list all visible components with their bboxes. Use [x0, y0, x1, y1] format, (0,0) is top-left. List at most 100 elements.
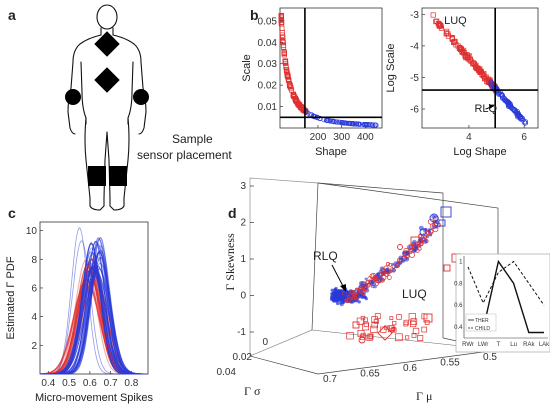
caption-line-1: Sample — [172, 132, 213, 146]
data-point-blue — [335, 291, 339, 295]
data-point-blue — [423, 239, 428, 244]
data-point-blue — [336, 301, 340, 306]
data-point-blue — [407, 245, 413, 251]
data-point-red — [392, 320, 397, 326]
data-point-red — [295, 101, 302, 107]
data-point-red — [411, 333, 417, 338]
data-point-red — [371, 272, 377, 278]
x-tick-label: 6 — [521, 132, 527, 143]
data-point-blue — [379, 266, 385, 272]
data-point-blue — [413, 243, 419, 249]
y-tick-label: 0.04 — [258, 38, 278, 49]
sensor-markers — [65, 31, 149, 186]
inset-legend-box — [465, 313, 497, 332]
data-point-red — [299, 105, 305, 111]
data-point-blue — [514, 112, 520, 118]
data-point-red — [287, 82, 293, 88]
data-point-red — [280, 39, 286, 45]
data-point-red — [421, 326, 428, 333]
data-point-blue — [338, 298, 343, 303]
data-point-red — [381, 271, 386, 277]
sensor-right-ankle-square — [88, 166, 106, 186]
data-point-red — [410, 236, 420, 246]
data-point-red — [279, 32, 285, 38]
sensor-right-wrist-circle — [65, 89, 81, 105]
data-point-blue — [391, 262, 395, 266]
data-point-red — [385, 262, 390, 267]
y-tick-label: -3 — [410, 10, 419, 21]
y-tick-label: 10 — [26, 226, 38, 237]
y-tick-label: -5 — [410, 73, 419, 84]
annotation-rlq: RLQ — [313, 249, 338, 263]
data-point-red — [443, 264, 451, 272]
data-point-blue — [419, 228, 427, 236]
data-point-blue — [349, 294, 353, 298]
inset-y-tick-label: 0.6 — [454, 303, 463, 309]
data-point-blue — [384, 267, 389, 272]
data-point-red — [390, 267, 395, 272]
data-point-blue — [331, 296, 335, 300]
data-point-red — [367, 333, 374, 340]
data-point-red — [397, 244, 403, 250]
x-axis-label: Log Shape — [453, 146, 506, 158]
data-point-blue — [505, 103, 512, 109]
data-point-red — [366, 283, 371, 288]
panel-label-b: b — [250, 7, 259, 23]
data-point-red — [281, 44, 287, 50]
data-point-blue — [504, 99, 510, 105]
data-point-blue — [336, 295, 340, 299]
data-point-red — [470, 60, 476, 66]
data-point-red — [391, 327, 397, 333]
y-axis-label: Scale — [241, 54, 253, 82]
data-point-blue — [372, 122, 378, 128]
data-point-red — [367, 276, 373, 282]
data-point-blue — [364, 277, 368, 281]
data-point-blue — [521, 119, 527, 125]
data-point-blue — [362, 122, 368, 128]
data-point-red — [280, 38, 286, 44]
data-point-red — [283, 67, 289, 73]
y-tick-label: 0.04 — [217, 367, 237, 378]
z-axis-label: Γ Skewness — [223, 233, 237, 291]
z-tick-label: 1 — [240, 254, 246, 265]
data-point-blue — [333, 119, 339, 125]
data-point-blue — [327, 118, 333, 124]
data-point-red — [279, 25, 285, 31]
y-tick-label: 0.05 — [258, 16, 278, 27]
annotation-luq: LUQ — [444, 15, 467, 27]
data-point-blue — [339, 120, 345, 126]
panel-label-d: d — [228, 205, 237, 221]
data-point-blue — [404, 256, 410, 262]
x-tick-label: 0.5 — [483, 352, 497, 363]
data-point-blue — [357, 300, 361, 304]
x-tick-label: 0.6 — [403, 363, 417, 374]
z-tick-label: 2 — [240, 218, 246, 229]
inset-legend-label: THER — [475, 318, 489, 324]
data-point-blue — [429, 213, 439, 223]
inset-category-label: Lu — [510, 342, 517, 348]
data-point-red — [278, 19, 285, 25]
pdf-curves — [39, 227, 148, 375]
data-point-blue — [393, 261, 398, 266]
data-point-red — [278, 16, 284, 22]
sensor-lumbar-diamond — [94, 67, 120, 93]
data-point-red — [371, 316, 379, 323]
data-point-red — [412, 327, 420, 335]
y-tick-label: 0 — [262, 337, 268, 348]
inset-category-label: T — [497, 342, 501, 348]
data-point-red — [396, 314, 402, 320]
inset-legend: THER CHILD — [465, 313, 497, 332]
data-point-red — [444, 30, 450, 36]
data-point-red — [437, 23, 443, 29]
data-point-red — [283, 64, 289, 70]
data-point-blue — [491, 83, 497, 89]
inset-category-label: LAk — [539, 342, 550, 348]
chart-d-inset: 0.4 0.6 0.8 1 RWr LWr T Lu RAk LAk THER CHILD — [454, 253, 550, 353]
x-tick-label: 0.65 — [360, 369, 380, 380]
back-wall-outline — [311, 182, 444, 338]
legs-outline — [84, 117, 130, 211]
data-point-red — [292, 96, 299, 102]
data-point-red — [284, 70, 290, 76]
x-tick-label: 0.7 — [323, 374, 337, 385]
